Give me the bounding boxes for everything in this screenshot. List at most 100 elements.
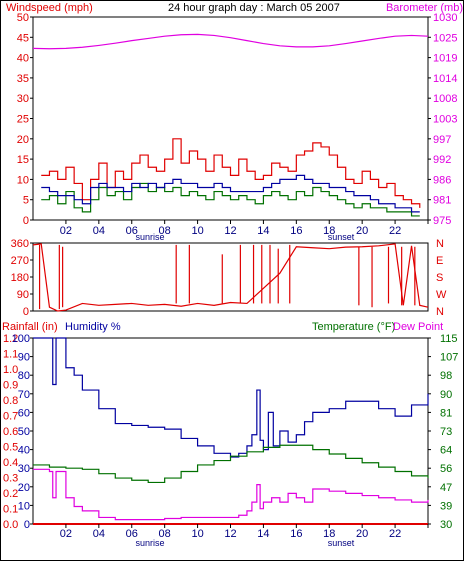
dewpoint-axis-label: Dew Point xyxy=(393,321,443,333)
temperature-tick-label: 47 xyxy=(440,482,452,494)
rainfall-tick-label: 0.3 xyxy=(3,473,18,485)
sunrise-label-bottom: sunrise xyxy=(135,538,164,548)
hour-tick-label: 12 xyxy=(224,225,236,237)
humidity-tick-label: 30 xyxy=(18,463,30,475)
humidity-tick-label: 60 xyxy=(18,407,30,419)
barometer-tick-label: 1003 xyxy=(433,114,457,126)
windspeed-tick-label: 25 xyxy=(17,114,29,126)
hour-tick-label: 16 xyxy=(290,528,302,540)
hour-tick-label: 04 xyxy=(93,528,105,540)
humidity-tick-label: 0 xyxy=(24,519,30,531)
barometer-tick-label: 1025 xyxy=(433,32,457,44)
direction-degree-label: 0 xyxy=(23,306,29,318)
direction-degree-label: 270 xyxy=(11,255,29,267)
hour-tick-label: 04 xyxy=(93,225,105,237)
rainfall-tick-label: 0.7 xyxy=(3,411,18,423)
direction-compass-label: N xyxy=(436,306,444,318)
windspeed-axis-label: Windspeed (mph) xyxy=(6,2,93,14)
hour-tick-label: 08 xyxy=(159,528,171,540)
rainfall-tick-label: 0.0 xyxy=(3,519,18,531)
temperature-tick-label: 90 xyxy=(440,389,452,401)
barometer-tick-label: 1014 xyxy=(433,73,457,85)
hour-tick-label: 14 xyxy=(257,225,269,237)
rainfall-axis-label: Rainfall (in) xyxy=(2,321,58,333)
rainfall-tick-label: 0.8 xyxy=(3,395,18,407)
hour-tick-label: 22 xyxy=(389,528,401,540)
series-avg-line xyxy=(41,182,420,217)
barometer-tick-label: 992 xyxy=(433,154,451,166)
barometer-tick-label: 997 xyxy=(433,134,451,146)
temp-panel-x-ticks: 02 04 06 08 10 12 14 16 18 20 22 xyxy=(60,524,429,540)
barometer-tick-label: 1030 xyxy=(433,12,457,24)
humidity-tick-label: 90 xyxy=(18,352,30,364)
rainfall-tick-label: 0.4 xyxy=(3,457,18,469)
rainfall-tick-label: 0.6 xyxy=(3,426,18,438)
series-barometer-line xyxy=(32,33,429,50)
windspeed-tick-label: 15 xyxy=(17,154,29,166)
barometer-axis-label: Barometer (mb) xyxy=(386,2,463,14)
rainfall-tick-label: 0.5 xyxy=(3,442,18,454)
hour-tick-label: 02 xyxy=(60,225,72,237)
series-gust-line xyxy=(41,138,421,208)
rainfall-tick-label: 0.9 xyxy=(3,380,18,392)
series-direction-line xyxy=(32,243,429,312)
humidity-tick-label: 70 xyxy=(18,389,30,401)
windspeed-tick-label: 10 xyxy=(17,174,29,186)
windspeed-tick-label: 50 xyxy=(17,12,29,24)
series-temperature-line xyxy=(33,444,429,484)
series-humidity-line xyxy=(33,337,429,458)
rainfall-tick-label: 1.0 xyxy=(3,364,18,376)
barometer-tick-label: 975 xyxy=(433,215,451,227)
windspeed-tick-label: 45 xyxy=(17,32,29,44)
direction-series xyxy=(32,243,429,312)
barometer-tick-label: 981 xyxy=(433,195,451,207)
direction-degree-label: 180 xyxy=(11,272,29,284)
humidity-tick-label: 10 xyxy=(18,500,30,512)
windspeed-tick-label: 30 xyxy=(17,93,29,105)
humidity-axis-label: Humidity % xyxy=(65,321,121,333)
humidity-tick-label: 50 xyxy=(18,426,30,438)
windspeed-tick-label: 5 xyxy=(23,195,29,207)
sunset-label-top: sunset xyxy=(328,232,355,242)
hour-tick-label: 02 xyxy=(60,528,72,540)
temperature-tick-label: 73 xyxy=(440,426,452,438)
humidity-tick-label: 80 xyxy=(18,370,30,382)
direction-degree-label: 90 xyxy=(17,289,29,301)
windspeed-tick-label: 0 xyxy=(23,215,29,227)
hour-tick-label: 18 xyxy=(323,528,335,540)
temperature-tick-label: 64 xyxy=(440,445,452,457)
direction-compass-label: S xyxy=(436,272,443,284)
temperature-tick-label: 56 xyxy=(440,463,452,475)
temperature-axis-label: Temperature (°F) xyxy=(312,321,395,333)
temperature-tick-label: 81 xyxy=(440,407,452,419)
temp-panel-series xyxy=(33,337,429,525)
temperature-tick-labels: 30 39 47 56 64 73 81 90 98 107 115 xyxy=(428,333,458,531)
hour-tick-label: 22 xyxy=(389,225,401,237)
hour-tick-label: 12 xyxy=(224,528,236,540)
temperature-tick-label: 30 xyxy=(440,519,452,531)
hour-tick-label: 18 xyxy=(323,225,335,237)
hour-tick-label: 20 xyxy=(356,528,368,540)
sunrise-label-top: sunrise xyxy=(135,232,164,242)
hour-tick-label: 06 xyxy=(126,528,138,540)
chart-title: 24 hour graph day : March 05 2007 xyxy=(168,2,340,14)
hour-tick-label: 16 xyxy=(290,225,302,237)
hour-tick-label: 10 xyxy=(191,225,203,237)
rainfall-tick-label: 0.2 xyxy=(3,488,18,500)
rainfall-tick-label: 1.1 xyxy=(3,349,18,361)
barometer-tick-label: 1019 xyxy=(433,53,457,65)
wind-panel-series xyxy=(32,33,429,217)
direction-degree-label: 360 xyxy=(11,238,29,250)
hour-tick-label: 20 xyxy=(356,225,368,237)
windspeed-tick-labels: 0 5 10 15 20 25 30 35 40 45 50 xyxy=(17,12,33,227)
windspeed-tick-label: 20 xyxy=(17,134,29,146)
humidity-tick-label: 100 xyxy=(12,333,30,345)
temperature-tick-label: 107 xyxy=(440,352,458,364)
hour-tick-label: 08 xyxy=(159,225,171,237)
hour-tick-label: 06 xyxy=(126,225,138,237)
humidity-tick-label: 40 xyxy=(18,445,30,457)
temperature-tick-label: 39 xyxy=(440,500,452,512)
temperature-tick-label: 115 xyxy=(440,333,458,345)
